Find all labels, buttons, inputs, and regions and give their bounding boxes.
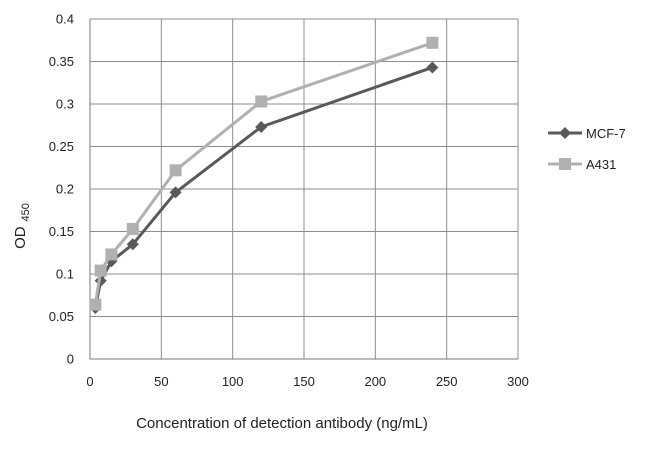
axes: 0 0.05 0.1 0.15 0.2 0.25 0.3 0.35 0.4 0 50 100 150 20…	[49, 12, 529, 390]
x-tick-label: 200	[364, 374, 386, 389]
y-tick-label: 0.15	[49, 224, 74, 239]
gridlines	[90, 18, 519, 359]
x-tick-label: 0	[86, 374, 93, 389]
y-axis-title-main: OD	[12, 226, 29, 249]
legend-item-a431: A431	[548, 157, 616, 172]
data-point-mcf-7	[126, 238, 139, 251]
y-axis-title-subscript: 450	[20, 203, 32, 221]
x-tick-label: 100	[222, 374, 244, 389]
x-tick-label: 150	[293, 374, 315, 389]
x-tick-label: 300	[507, 374, 529, 389]
x-tick-label: 250	[436, 374, 458, 389]
legend: MCF-7 A431	[548, 126, 626, 172]
data-point-a431	[105, 248, 118, 261]
y-tick-label: 0.25	[49, 139, 74, 154]
data-point-a431	[89, 298, 102, 311]
y-tick-label: 0	[67, 352, 74, 367]
y-tick-label: 0.1	[56, 267, 74, 282]
data-point-mcf-7	[255, 120, 268, 133]
data-point-a431	[255, 95, 268, 108]
legend-label-mcf-7: MCF-7	[586, 126, 626, 141]
legend-marker-mcf-7	[559, 127, 571, 139]
y-tick-label: 0.35	[49, 54, 74, 69]
data-point-a431	[126, 222, 139, 235]
data-point-a431	[169, 164, 182, 177]
y-axis-title: OD 450	[12, 203, 32, 249]
legend-label-a431: A431	[586, 157, 616, 172]
series-line-a431	[93, 41, 434, 307]
data-point-a431	[94, 264, 107, 277]
data-point-mcf-7	[169, 186, 182, 199]
legend-marker-a431	[559, 158, 571, 170]
y-tick-label: 0.3	[56, 97, 74, 112]
y-tick-label: 0.2	[56, 182, 74, 197]
legend-item-mcf-7: MCF-7	[548, 126, 626, 141]
series-layer	[89, 36, 439, 314]
data-point-mcf-7	[426, 61, 439, 74]
series-a431	[89, 36, 439, 311]
x-tick-label: 50	[154, 374, 168, 389]
data-point-a431	[426, 36, 439, 49]
y-tick-label: 0.05	[49, 309, 74, 324]
y-tick-label: 0.4	[56, 12, 74, 27]
x-axis-title: Concentration of detection antibody (ng/…	[136, 415, 428, 432]
